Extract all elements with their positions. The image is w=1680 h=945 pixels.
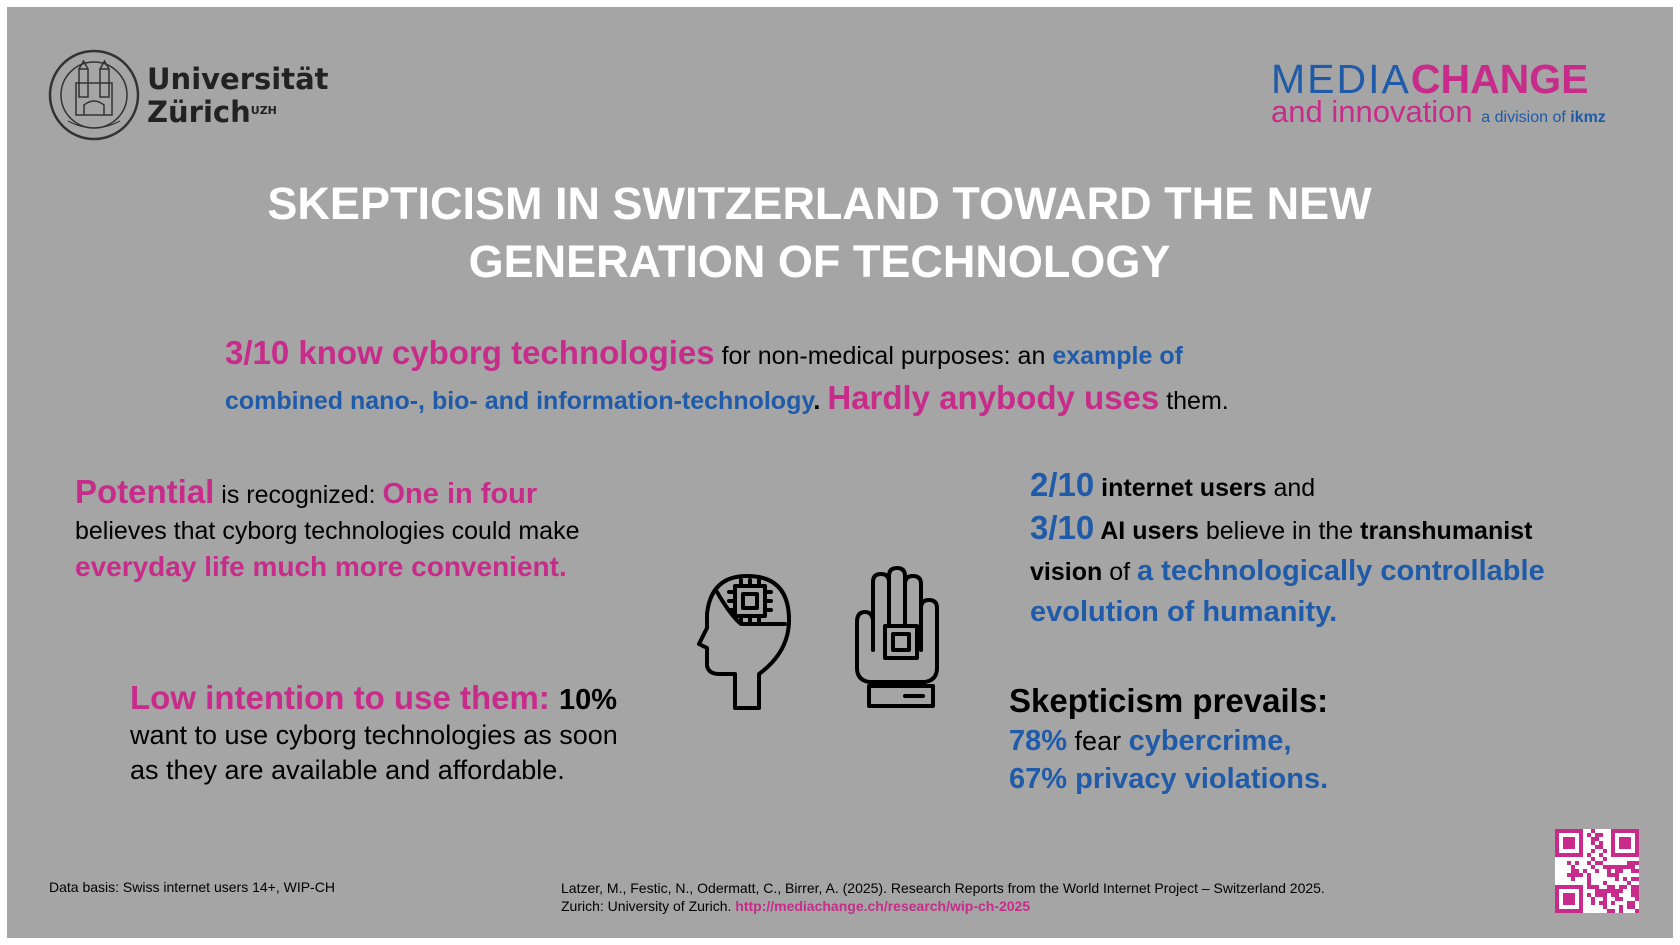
potential-block: Potential is recognized: One in four bel… — [75, 474, 695, 586]
intro-p3: example of — [1052, 342, 1183, 370]
right-p6: believe in the — [1198, 517, 1361, 545]
data-basis: Data basis: Swiss internet users 14+, WI… — [49, 879, 335, 895]
right-p5: AI users — [1094, 517, 1199, 545]
low-p2: 10% — [558, 684, 618, 716]
skep-head: Skepticism prevails: — [1009, 682, 1329, 719]
left-p5: everyday life much more convenient. — [75, 551, 567, 582]
left-p4: believes that cyborg technologies could … — [75, 517, 580, 545]
mc-ikmz: ikmz — [1570, 109, 1606, 126]
qr-code-icon[interactable] — [1555, 829, 1639, 913]
low-p3: want to use cyborg technologies as soon — [130, 720, 618, 750]
intro-p1: 3/10 know cyborg technologies — [225, 334, 715, 371]
title-line2: GENERATION OF TECHNOLOGY — [468, 236, 1171, 287]
mc-division: a division of — [1481, 109, 1571, 126]
low-p4: as they are available and affordable. — [130, 755, 565, 785]
skep-s3: cybercrime, — [1128, 725, 1292, 757]
hand-chip-icon — [855, 566, 939, 708]
left-p2: is recognized: — [214, 481, 383, 509]
right-p1: 2/10 — [1030, 466, 1095, 503]
uzh-sup: UZH — [250, 104, 277, 117]
citation-link[interactable]: http://mediachange.ch/research/wip-ch-20… — [735, 898, 1031, 914]
intro-p5: . — [813, 387, 828, 415]
skepticism-block: Skepticism prevails: 78% fear cybercrime… — [1009, 682, 1569, 798]
right-p7: transhumanist — [1360, 517, 1533, 545]
title-line1: SKEPTICISM IN SWITZERLAND TOWARD THE NEW — [267, 178, 1372, 229]
intro-p4: combined nano-, bio- and information-tec… — [225, 387, 814, 415]
mc-and-innovation: and innovation — [1271, 94, 1473, 129]
right-p8: vision — [1030, 558, 1103, 586]
mediachange-logo: MEDIACHANGE and innovation a division of… — [1271, 57, 1643, 133]
mc-change: CHANGE — [1410, 56, 1589, 102]
skep-s1: 78% — [1009, 725, 1068, 757]
right-p9: of — [1102, 558, 1137, 586]
uzh-line1: Universität — [147, 62, 329, 96]
left-p1: Potential — [75, 473, 215, 510]
page-title: SKEPTICISM IN SWITZERLAND TOWARD THE NEW… — [7, 175, 1632, 291]
intro-text: 3/10 know cyborg technologies for non-me… — [225, 332, 1425, 422]
uzh-wordmark: Universität ZürichUZH — [147, 63, 329, 129]
skep-s2: fear — [1067, 726, 1129, 756]
citation-line2: Zurich: University of Zurich. — [561, 898, 736, 914]
uzh-seal-icon — [48, 49, 140, 141]
citation-line1: Latzer, M., Festic, N., Odermatt, C., Bi… — [561, 880, 1325, 896]
slide: Universität ZürichUZH MEDIACHANGE and in… — [7, 7, 1673, 938]
right-p11: evolution of humanity. — [1030, 596, 1338, 628]
cyborg-icons — [697, 566, 939, 710]
uzh-line2: Zürich — [147, 95, 251, 129]
low-intention-block: Low intention to use them: 10% want to u… — [130, 680, 690, 788]
intro-p6: Hardly anybody uses — [827, 379, 1160, 416]
right-p10: a technologically controllable — [1137, 555, 1545, 587]
head-chip-icon — [697, 574, 791, 710]
skep-s4: 67% privacy violations. — [1009, 763, 1329, 795]
intro-p2: for non-medical purposes: an — [714, 342, 1053, 370]
right-p2: internet users — [1094, 474, 1267, 502]
intro-p7: them. — [1159, 387, 1229, 415]
transhumanist-block: 2/10 internet users and 3/10 AI users be… — [1030, 465, 1650, 633]
citation: Latzer, M., Festic, N., Odermatt, C., Bi… — [561, 879, 1325, 915]
right-p4: 3/10 — [1030, 509, 1095, 546]
right-p3: and — [1266, 474, 1316, 502]
mc-media: MEDIA — [1271, 56, 1411, 102]
left-p3: One in four — [382, 478, 538, 510]
low-p1: Low intention to use them: — [130, 679, 559, 716]
